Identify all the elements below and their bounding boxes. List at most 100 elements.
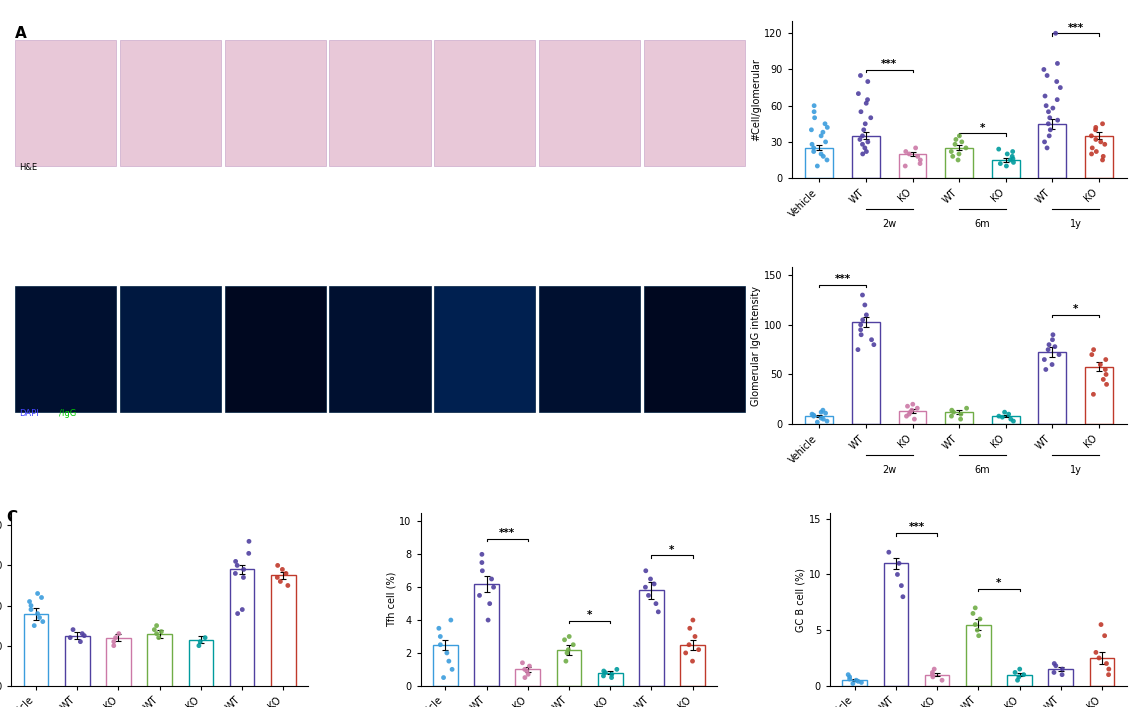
Point [438,648,456,659]
Point [803,409,822,420]
Point [1045,658,1063,670]
Point [560,631,578,642]
Point [957,142,975,153]
Point [1036,90,1054,102]
Point [107,632,125,643]
Point [1037,100,1055,111]
Y-axis label: Tfh cell (%): Tfh cell (%) [387,572,397,627]
Point [684,614,702,626]
Bar [991,416,1020,424]
Point [649,606,667,617]
Bar [966,624,991,686]
Point [851,324,869,335]
Point [22,600,40,611]
Point [684,655,702,667]
Point [516,664,534,675]
Point [233,604,251,615]
FancyBboxPatch shape [539,40,641,165]
Point [890,558,908,569]
Point [271,575,289,587]
Bar [597,672,622,686]
Text: *: * [587,610,592,620]
Point [814,414,832,425]
Point [814,151,832,162]
Point [1097,354,1115,366]
Bar [1048,669,1073,686]
Point [849,676,867,687]
Point [900,409,918,420]
Bar [806,148,833,178]
Point [25,620,43,631]
Point [951,414,970,425]
Point [431,639,450,650]
Point [443,664,461,675]
Point [852,106,871,117]
Point [1091,359,1110,370]
Text: ***: *** [908,522,924,532]
Point [602,672,620,683]
Point [677,648,695,659]
Text: A: A [15,26,27,41]
Point [64,624,82,636]
Point [555,634,574,645]
Point [32,592,50,603]
Point [1096,139,1114,150]
Point [849,344,867,356]
Point [942,146,960,157]
Point [279,580,297,591]
Point [479,614,497,626]
Bar [147,633,172,707]
Point [226,556,245,567]
Text: ***: *** [834,274,851,284]
Bar [945,412,973,424]
Bar [925,674,949,686]
Point [808,160,826,172]
Point [854,130,872,141]
Point [1096,630,1114,641]
Bar [991,160,1020,178]
Point [805,146,823,157]
Point [1044,329,1062,340]
Point [964,608,982,619]
Point [857,309,875,320]
Point [950,148,968,160]
Bar [475,584,498,686]
Point [1038,70,1056,81]
Text: 6m: 6m [974,219,990,229]
Bar [899,154,926,178]
Point [897,146,915,157]
Point [805,409,823,421]
Point [1082,130,1100,141]
Text: *: * [1073,304,1078,314]
Point [1048,115,1066,126]
Point [858,94,876,105]
Point [1087,134,1105,145]
Bar [230,569,255,707]
Point [1039,344,1057,356]
Point [1087,146,1105,157]
Bar [1089,658,1114,686]
Point [518,665,536,677]
Point [105,640,123,651]
Point [1039,106,1057,117]
Point [841,674,859,685]
Point [1082,349,1100,361]
Point [146,624,164,636]
Point [595,665,613,677]
Point [645,578,663,590]
Point [1048,76,1066,87]
Point [240,548,258,559]
Point [856,299,874,310]
Point [805,142,823,153]
Point [854,139,872,150]
Point [863,334,881,345]
Text: /IgG: /IgG [59,409,76,418]
Text: ***: *** [1067,23,1083,33]
FancyBboxPatch shape [119,40,221,165]
Point [1095,374,1113,385]
Point [1046,341,1064,352]
Point [472,557,490,568]
Point [480,598,498,609]
Point [1053,663,1071,674]
Point [1087,647,1105,658]
